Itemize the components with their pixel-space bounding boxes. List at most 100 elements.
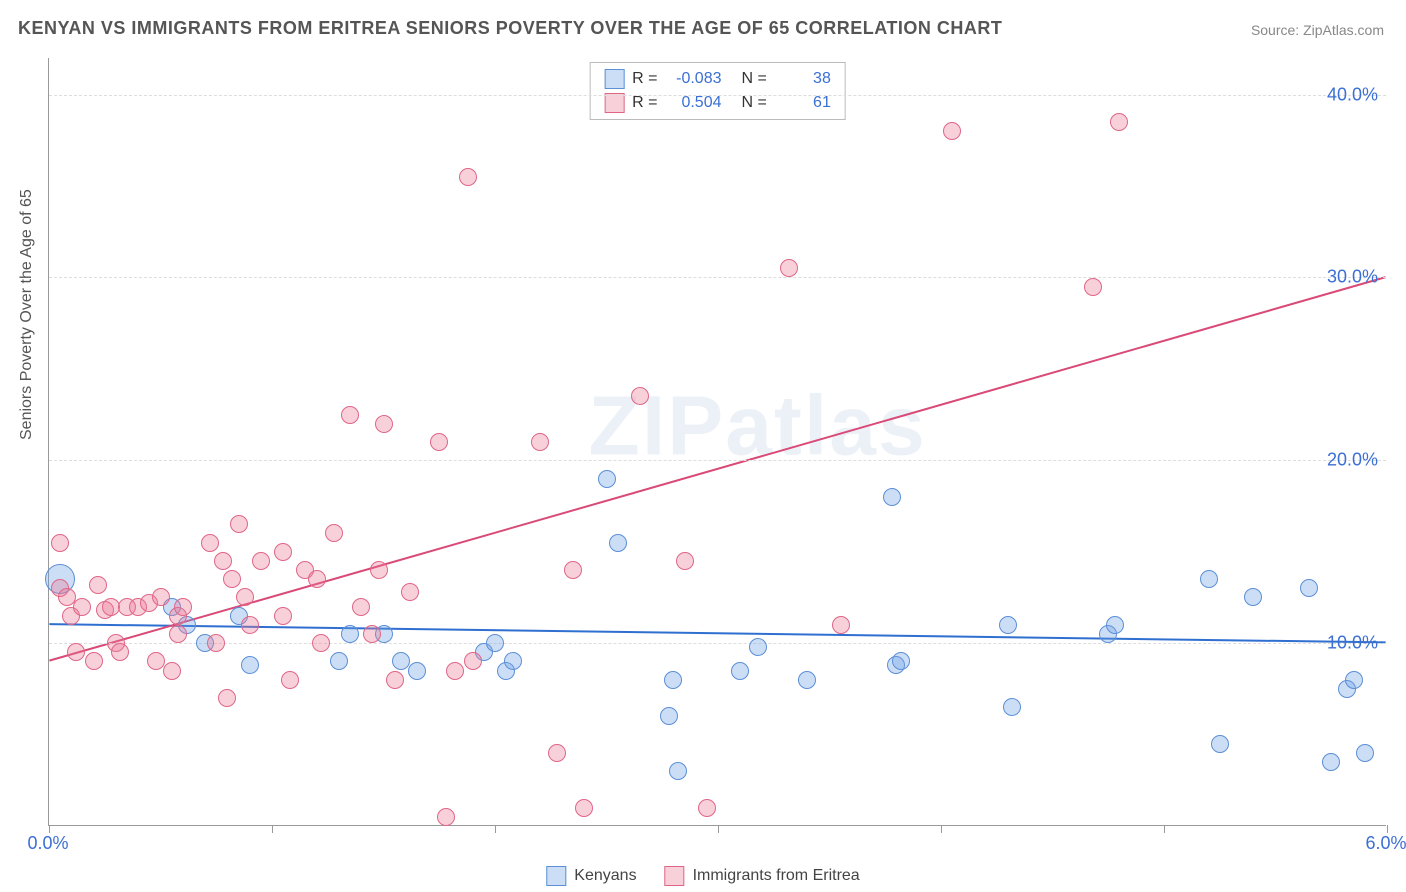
legend-swatch — [665, 866, 685, 886]
scatter-point-kenyans — [330, 652, 348, 670]
legend-swatch — [604, 93, 624, 113]
scatter-point-eritrea — [531, 433, 549, 451]
scatter-point-eritrea — [223, 570, 241, 588]
x-tick — [272, 825, 273, 833]
legend-item: Kenyans — [546, 866, 636, 886]
scatter-point-eritrea — [163, 662, 181, 680]
scatter-point-kenyans — [669, 762, 687, 780]
source-attribution: Source: ZipAtlas.com — [1251, 22, 1384, 38]
scatter-point-kenyans — [999, 616, 1017, 634]
stats-r-value: -0.083 — [666, 70, 722, 88]
scatter-point-eritrea — [386, 671, 404, 689]
scatter-point-eritrea — [201, 534, 219, 552]
scatter-point-eritrea — [548, 744, 566, 762]
scatter-point-eritrea — [446, 662, 464, 680]
plot-area: ZIPatlas R =-0.083N =38R =0.504N =61 10.… — [48, 58, 1386, 826]
scatter-point-eritrea — [459, 168, 477, 186]
scatter-point-kenyans — [1356, 744, 1374, 762]
legend-item: Immigrants from Eritrea — [665, 866, 860, 886]
x-tick — [1164, 825, 1165, 833]
x-tick-label-left: 0.0% — [27, 833, 68, 854]
scatter-point-kenyans — [1322, 753, 1340, 771]
chart-title: KENYAN VS IMMIGRANTS FROM ERITREA SENIOR… — [18, 18, 1002, 39]
scatter-point-kenyans — [341, 625, 359, 643]
scatter-point-eritrea — [111, 643, 129, 661]
scatter-point-eritrea — [437, 808, 455, 826]
scatter-point-eritrea — [401, 583, 419, 601]
scatter-point-kenyans — [664, 671, 682, 689]
x-tick — [941, 825, 942, 833]
scatter-point-eritrea — [943, 122, 961, 140]
scatter-point-kenyans — [1106, 616, 1124, 634]
scatter-point-kenyans — [731, 662, 749, 680]
scatter-point-eritrea — [85, 652, 103, 670]
scatter-point-eritrea — [308, 570, 326, 588]
scatter-point-eritrea — [230, 515, 248, 533]
stats-r-label: R = — [632, 70, 657, 88]
x-tick — [1387, 825, 1388, 833]
scatter-point-kenyans — [798, 671, 816, 689]
scatter-point-eritrea — [89, 576, 107, 594]
y-axis-label: Seniors Poverty Over the Age of 65 — [18, 189, 36, 440]
scatter-point-eritrea — [218, 689, 236, 707]
scatter-point-eritrea — [241, 616, 259, 634]
scatter-point-eritrea — [51, 534, 69, 552]
scatter-point-eritrea — [370, 561, 388, 579]
scatter-point-kenyans — [241, 656, 259, 674]
scatter-point-kenyans — [1211, 735, 1229, 753]
stats-n-label: N = — [742, 70, 767, 88]
scatter-point-eritrea — [236, 588, 254, 606]
x-tick-label-right: 6.0% — [1365, 833, 1406, 854]
scatter-point-kenyans — [1345, 671, 1363, 689]
scatter-point-kenyans — [504, 652, 522, 670]
scatter-point-kenyans — [883, 488, 901, 506]
scatter-point-eritrea — [73, 598, 91, 616]
scatter-point-kenyans — [892, 652, 910, 670]
stats-n-value: 38 — [775, 70, 831, 88]
scatter-point-kenyans — [486, 634, 504, 652]
scatter-point-eritrea — [698, 799, 716, 817]
stats-n-value: 61 — [775, 94, 831, 112]
scatter-point-eritrea — [676, 552, 694, 570]
gridline — [49, 460, 1386, 461]
legend-swatch — [546, 866, 566, 886]
scatter-point-eritrea — [575, 799, 593, 817]
x-tick — [718, 825, 719, 833]
scatter-point-eritrea — [430, 433, 448, 451]
scatter-point-eritrea — [1084, 278, 1102, 296]
y-tick-label: 30.0% — [1327, 267, 1378, 288]
scatter-point-eritrea — [363, 625, 381, 643]
scatter-point-eritrea — [274, 543, 292, 561]
legend-label: Immigrants from Eritrea — [693, 867, 860, 885]
scatter-point-eritrea — [564, 561, 582, 579]
scatter-point-eritrea — [352, 598, 370, 616]
scatter-point-eritrea — [207, 634, 225, 652]
x-tick — [495, 825, 496, 833]
scatter-point-eritrea — [174, 598, 192, 616]
stats-r-label: R = — [632, 94, 657, 112]
scatter-point-eritrea — [325, 524, 343, 542]
y-tick-label: 40.0% — [1327, 84, 1378, 105]
y-tick-label: 10.0% — [1327, 633, 1378, 654]
bottom-legend: Kenyans Immigrants from Eritrea — [546, 866, 859, 886]
scatter-point-kenyans — [660, 707, 678, 725]
stats-r-value: 0.504 — [666, 94, 722, 112]
gridline — [49, 277, 1386, 278]
scatter-point-eritrea — [252, 552, 270, 570]
scatter-point-eritrea — [341, 406, 359, 424]
scatter-point-eritrea — [631, 387, 649, 405]
scatter-point-kenyans — [1003, 698, 1021, 716]
legend-swatch — [604, 69, 624, 89]
gridline — [49, 643, 1386, 644]
scatter-point-kenyans — [408, 662, 426, 680]
scatter-point-eritrea — [67, 643, 85, 661]
scatter-point-kenyans — [609, 534, 627, 552]
scatter-point-eritrea — [312, 634, 330, 652]
gridline — [49, 95, 1386, 96]
scatter-point-eritrea — [375, 415, 393, 433]
stats-legend-box: R =-0.083N =38R =0.504N =61 — [589, 62, 846, 120]
scatter-point-eritrea — [274, 607, 292, 625]
scatter-point-eritrea — [169, 625, 187, 643]
scatter-point-eritrea — [464, 652, 482, 670]
scatter-point-eritrea — [281, 671, 299, 689]
